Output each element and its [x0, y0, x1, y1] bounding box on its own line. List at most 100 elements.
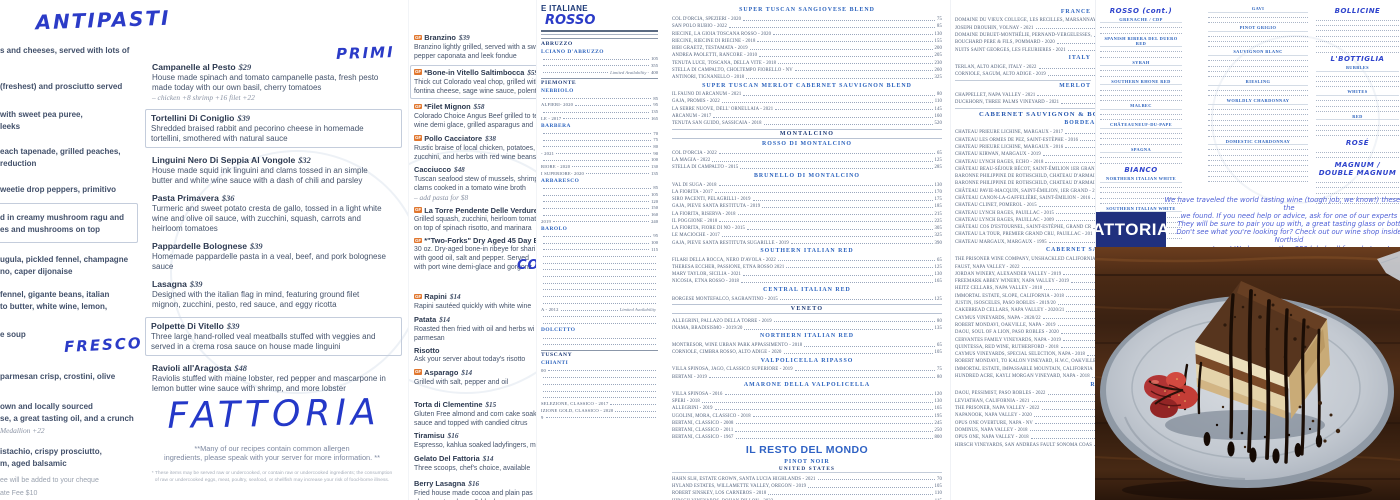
wine-region-header: ABRUZZO — [541, 38, 658, 47]
leader-dots — [543, 194, 650, 196]
leader-dots — [585, 173, 650, 175]
leader-dots — [543, 201, 650, 203]
wine-price: 125 — [934, 264, 942, 270]
wine-name: CORNIOLE, CIMBRA ROSSO, ALTO ADIGE - 202… — [672, 350, 782, 356]
wine-row — [1100, 139, 1182, 145]
wine-row: NAPANOOK, NAPA VALLEY - 2020 — [955, 411, 1096, 418]
wine-row: CHATEAU LA TOUR, PREMIER GRAND CRU, PAUI… — [955, 230, 1096, 237]
menu-item-name-line: Tiramisu $16 — [414, 431, 537, 441]
menu-item: Patata $14 Roasted then fried with oil and… — [414, 315, 537, 343]
wine-row — [541, 340, 658, 347]
wine-row: BARONNE PHILIPPINE DE ROTHSCHILD, CHATEA… — [955, 172, 1096, 179]
wine-section-header: VENETO — [672, 304, 942, 315]
wine-name: TENUTA SAN GUIDO, SASSICAIA - 2018 — [672, 121, 762, 127]
leader-dots — [773, 321, 935, 323]
wine-row: ANDREA PAOLETTI, RANCORE - 2010 205 — [672, 51, 942, 58]
menu-item-name-line: Linguini Nero Di Seppia Al Vongole $32 — [152, 155, 402, 166]
wine-region-header: TUSCANY — [541, 349, 658, 358]
tiramisu-photo-illustration — [1095, 247, 1400, 500]
menu-item-name: Ravioli all'Aragosta — [152, 363, 232, 373]
menu-item-name: Risotto — [414, 346, 440, 355]
wine-price: 70 — [937, 476, 942, 482]
menu-item-price: $29 — [238, 63, 252, 72]
wine-price: 110 — [934, 491, 942, 497]
wine-row: 2019 240 — [541, 217, 658, 224]
leader-dots — [1056, 42, 1096, 44]
leader-dots — [735, 430, 933, 432]
wine-row — [1208, 166, 1308, 172]
leader-dots — [1033, 415, 1096, 417]
wine-row — [1316, 101, 1399, 107]
wine-row — [1208, 121, 1308, 126]
leader-dots — [615, 410, 656, 412]
wine-row — [1316, 42, 1399, 48]
menu-item-price: $59 — [527, 68, 537, 77]
menu-item-desc: Grilled with salt, pepper and oil — [414, 378, 509, 386]
leader-dots — [560, 309, 618, 311]
menu-item-price: $14 — [482, 454, 494, 463]
leader-dots — [1048, 242, 1096, 244]
menu-item-desc: fontina cheese, sage wine sauce, polenta — [414, 87, 537, 95]
wine-row: GAJA, PIEVE SANTA RESTITUTA - 2019 185 — [672, 202, 942, 209]
menu-item-price: $39 — [458, 34, 470, 42]
menu-item-name: Lasagna — [152, 279, 187, 289]
menu-item-desc: Designed with the italian flag in mind, … — [152, 290, 360, 299]
leader-dots — [1056, 220, 1096, 222]
wine-row — [1100, 28, 1182, 34]
menu-item-name-line: Tortellini Di Coniglio $39 — [151, 113, 396, 124]
menu-item: Torta di Clementine $15 Gluten Free almond… — [414, 400, 537, 428]
menu-item-desc: with good oil, salt and pepper. Served — [414, 255, 529, 262]
wine-row — [1316, 26, 1399, 32]
wine-row: BERTANI, CLASSICO - 1967 800 — [672, 433, 942, 440]
wine-section-header: CABERNET SAUVIGNON & BORDEAUX — [955, 107, 1096, 118]
wine-price: 145 — [934, 106, 942, 112]
gluten-free-icon: GF — [414, 69, 423, 75]
leader-dots — [773, 34, 933, 36]
wine-script-header: ROSÉ — [1345, 138, 1370, 147]
leader-dots — [1047, 74, 1096, 76]
dessert-photo — [1095, 247, 1400, 500]
wine-row — [1100, 85, 1182, 91]
wine-row: RIECINE, LA GIOIA TOSCANA ROSSO - 2020 13… — [672, 29, 942, 37]
note-line: They will be sure to pair you up with, a… — [1177, 220, 1400, 229]
leader-dots — [572, 166, 650, 168]
wine-row: TENUTA LUCE, TOSCANA, DELLA VITE - 2018 2… — [672, 58, 942, 66]
wine-price: 95 — [653, 102, 658, 108]
menu-item-desc: Rustic braise of local chicken, potatoes… — [414, 144, 536, 152]
wine-section-header: NORTHERN ITALIAN WHITE — [1100, 176, 1182, 183]
wine-row: CHÂTEAU BEAU-SÉJOUR BÉCOT, SAINT-ÉMILION… — [955, 165, 1096, 172]
leader-dots — [757, 41, 933, 43]
wine-column-bollicine: BOLLICINE L'BOTTIGLIA BUBBLES WHITES RED ROSÉ… — [1316, 4, 1399, 205]
fattoria-script-logo: FATTORIA — [167, 392, 381, 437]
leader-dots — [1093, 227, 1096, 229]
primi-heading: PRIMI — [335, 42, 395, 64]
menu-item-name-line: Patata $14 — [414, 315, 537, 325]
featured-item-box — [0, 203, 138, 243]
wine-name: CHATEAU LYNCH BAGES, ECHO - 2018 — [955, 159, 1044, 165]
wine-row — [541, 285, 658, 292]
wine-row: OPUS ONE OVERTURE, NAPA - NV — [955, 418, 1096, 426]
menu-item-name-line: Torta di Clementine $15 — [414, 400, 537, 410]
menu-item-name: Berry Lasagna — [414, 478, 466, 488]
wine-row — [1316, 126, 1399, 131]
wine-row: JOSEPH DROUHIN, VOLNAY - 2021 — [955, 23, 1096, 31]
wine-section-header: FRANCE — [1060, 8, 1091, 15]
wine-script-header: L'BOTTIGLIA — [1330, 55, 1385, 64]
menu-item: Polpette Di Vitello $39 Three large hand-r… — [145, 317, 402, 356]
wine-row — [1208, 110, 1308, 116]
wine-price: 80 — [653, 143, 658, 149]
menu-item-name-line: GF*"Two-Forks" Dry Aged 45 Day Bone — [414, 236, 537, 245]
wine-price: 130 — [934, 272, 942, 278]
wine-row — [1316, 131, 1399, 137]
wine-name: CHATEAU MARGAUX, MARGAUX - 1995 — [955, 239, 1047, 245]
menu-item-desc: heirloom tomatoes — [152, 224, 218, 233]
leader-dots — [1087, 354, 1096, 356]
wine-price: 105 — [934, 484, 942, 490]
menu-item-desc: Ask your server about today's risotto — [414, 356, 526, 363]
wine-row — [541, 319, 658, 326]
wine-row: CAKEBREAD CELLARS, NAPA VALLEY - 2020/21 — [955, 306, 1096, 313]
leader-dots — [762, 206, 933, 208]
leader-dots — [543, 337, 656, 339]
wine-name: BERTANI - 2019 — [672, 374, 708, 380]
wine-row: - 2021 90 — [541, 149, 658, 156]
